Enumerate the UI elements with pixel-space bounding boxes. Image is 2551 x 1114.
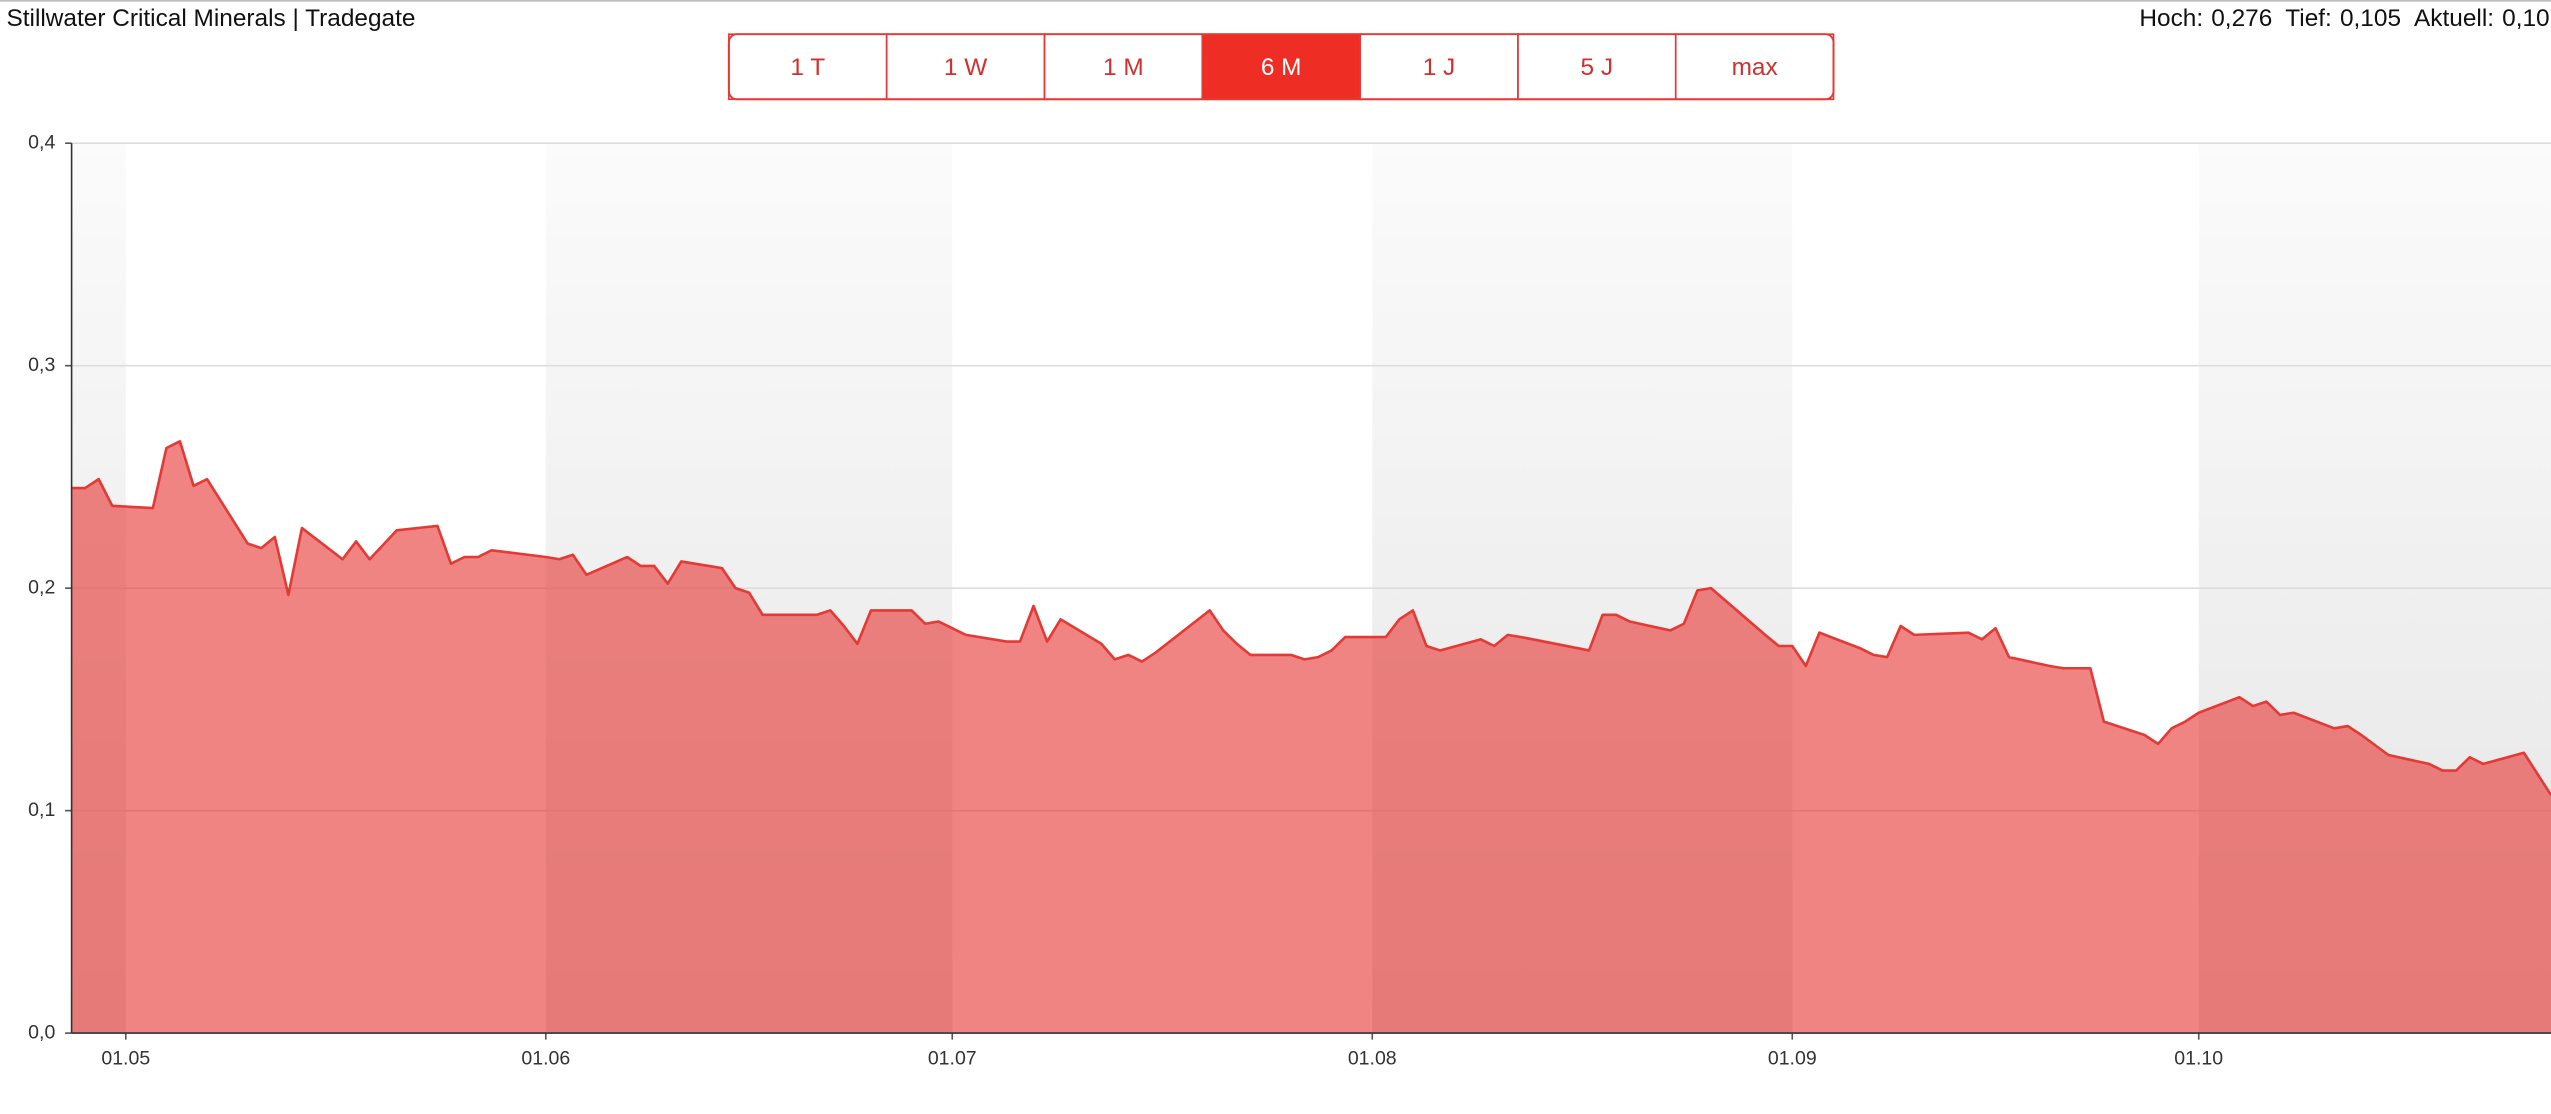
range-button-label[interactable]: 5 J: [1581, 54, 1614, 81]
x-tick-label: 01.10: [2174, 1047, 2223, 1069]
range-button-label[interactable]: max: [1732, 54, 1778, 81]
stat-label: Tief:: [2285, 5, 2332, 32]
page-title: Stillwater Critical Minerals | Tradegate: [7, 5, 416, 32]
y-tick-label: 0,2: [28, 576, 55, 598]
range-button-bg[interactable]: [1674, 33, 1835, 101]
y-tick-label: 0,1: [28, 799, 55, 821]
x-tick-label: 01.05: [101, 1047, 150, 1069]
chart: 0,0 0,1 0,2 0,3 0,4 01.05 01.06 01.07 01.08 01.09…: [28, 131, 2551, 1069]
range-button-label[interactable]: 1 W: [944, 54, 987, 81]
range-button-label[interactable]: 6 M: [1261, 54, 1302, 81]
range-button-bg[interactable]: [1201, 33, 1361, 101]
x-tick-label: 01.06: [521, 1047, 570, 1069]
y-tick-label: 0,0: [28, 1021, 55, 1043]
range-button[interactable]: 1 T: [728, 33, 888, 101]
price-line: [71, 440, 2551, 796]
x-tick-label: 01.09: [1768, 1047, 1817, 1069]
y-tick-label: 0,4: [28, 131, 55, 153]
range-button[interactable]: 1 J: [1359, 33, 1519, 101]
range-button-label[interactable]: 1 T: [790, 54, 825, 81]
y-tick-label: 0,3: [28, 354, 55, 376]
range-button[interactable]: 1 M: [1043, 33, 1204, 101]
stat-value: 0,105: [2340, 5, 2401, 32]
stat-value: 0,276: [2211, 5, 2272, 32]
x-tick-label: 01.07: [928, 1047, 977, 1069]
stat-label: Aktuell:: [2414, 5, 2494, 32]
stat-label: Hoch:: [2139, 5, 2203, 32]
range-button[interactable]: max: [1674, 33, 1835, 101]
range-button[interactable]: 1 W: [885, 33, 1046, 101]
stat-value: 0,107: [2502, 5, 2551, 32]
range-button[interactable]: 6 M: [1201, 33, 1361, 101]
range-button-label[interactable]: 1 J: [1423, 54, 1456, 81]
area-fill: [71, 441, 2551, 1034]
range-button[interactable]: 5 J: [1517, 33, 1677, 101]
x-tick-label: 01.08: [1348, 1047, 1397, 1069]
range-button-label[interactable]: 1 M: [1103, 54, 1144, 81]
